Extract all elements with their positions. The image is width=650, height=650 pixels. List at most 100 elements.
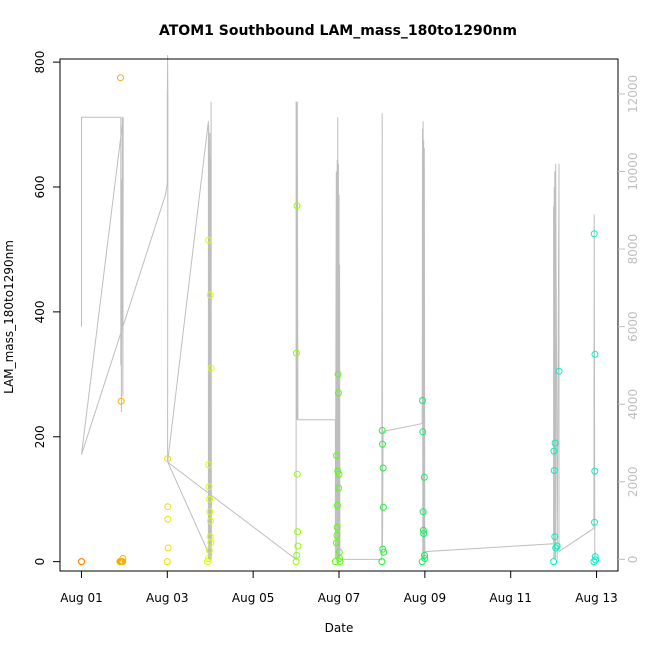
data-point: [294, 528, 302, 536]
data-point: [117, 74, 124, 82]
y-tick-label: 600: [33, 176, 47, 199]
data-point: [119, 555, 127, 562]
data-point: [591, 467, 599, 475]
data-point: [206, 291, 214, 299]
data-point: [204, 558, 211, 566]
data-point: [117, 397, 125, 405]
data-point: [550, 558, 558, 566]
data-point: [551, 439, 559, 447]
data-point: [419, 526, 427, 534]
y2-axis: 0 2000 4000 6000 8000 10000 12000: [618, 75, 640, 563]
data-point: [335, 484, 343, 492]
right-axis-trace-group: [81, 55, 596, 561]
y2-tick-label: 6000: [626, 311, 640, 342]
data-point: [78, 558, 85, 566]
data-point: [332, 539, 340, 547]
trace-line: [81, 55, 596, 561]
data-point: [293, 470, 301, 478]
data-point: [380, 548, 388, 556]
y-tick-label: 0: [33, 558, 47, 566]
data-point: [292, 349, 300, 357]
data-point: [333, 523, 341, 531]
data-point: [334, 467, 342, 475]
x-axis-label: Date: [325, 621, 354, 635]
data-point: [550, 447, 558, 455]
data-point: [591, 350, 599, 358]
data-point: [378, 427, 386, 434]
x-tick-label: Aug 13: [575, 591, 618, 605]
y-tick-label: 200: [33, 425, 47, 448]
data-point: [334, 389, 342, 397]
data-point: [379, 545, 387, 553]
data-point: [164, 503, 172, 511]
chart-title: ATOM1 Southbound LAM_mass_180to1290nm: [159, 23, 517, 39]
data-point: [421, 551, 428, 559]
data-point: [551, 533, 559, 541]
y2-tick-label: 10000: [626, 152, 640, 190]
data-point: [335, 470, 343, 478]
data-point: [293, 202, 301, 210]
y-axis: 0 200 400 600 800: [33, 51, 60, 566]
data-point: [379, 503, 387, 511]
data-point: [379, 440, 386, 448]
x-tick-label: Aug 03: [146, 591, 189, 605]
data-point: [591, 518, 598, 526]
data-point: [419, 397, 426, 404]
data-point: [294, 542, 302, 550]
data-point: [336, 555, 344, 562]
data-point: [592, 556, 600, 564]
data-point: [334, 501, 341, 509]
data-point: [591, 553, 599, 561]
data-point: [207, 539, 215, 547]
data-point: [590, 558, 598, 566]
x-tick-label: Aug 07: [318, 591, 361, 605]
data-point: [164, 544, 172, 552]
data-points-group: [78, 74, 600, 566]
data-point: [205, 546, 213, 554]
data-point: [204, 236, 212, 244]
data-point: [206, 508, 214, 516]
data-point: [204, 555, 212, 562]
y2-tick-label: 2000: [626, 467, 640, 498]
x-tick-label: Aug 11: [489, 591, 532, 605]
y2-tick-label: 4000: [626, 389, 640, 420]
x-axis: Aug 01 Aug 03 Aug 05 Aug 07 Aug 09 Aug 11 Aug …: [60, 570, 618, 605]
data-point: [555, 367, 563, 375]
x-tick-label: Aug 01: [60, 591, 103, 605]
x-tick-label: Aug 09: [404, 591, 447, 605]
data-point: [379, 464, 387, 472]
y2-tick-label: 12000: [626, 75, 640, 113]
data-point: [164, 455, 172, 463]
y-tick-label: 400: [33, 300, 47, 323]
data-point: [205, 461, 213, 469]
data-point: [206, 495, 214, 503]
data-point: [336, 558, 344, 566]
data-point: [421, 555, 429, 562]
y-axis-label: LAM_mass_180to1290nm: [2, 240, 16, 394]
data-point: [552, 544, 560, 552]
data-point: [293, 551, 301, 559]
data-point: [590, 230, 598, 238]
y2-tick-label: 8000: [626, 234, 640, 265]
data-point: [333, 531, 341, 539]
x-tick-label: Aug 05: [232, 591, 275, 605]
data-point: [207, 517, 214, 525]
data-point: [420, 473, 428, 481]
y-tick-label: 800: [33, 51, 47, 74]
data-point: [207, 364, 215, 372]
data-point: [334, 370, 342, 378]
data-point: [333, 452, 341, 459]
data-point: [420, 530, 428, 537]
data-point: [419, 508, 427, 516]
data-point: [163, 558, 171, 566]
data-point: [553, 542, 561, 550]
data-point: [119, 558, 127, 566]
data-point: [205, 483, 213, 491]
y2-tick-label: 0: [626, 556, 640, 564]
data-point: [164, 515, 172, 523]
data-point: [419, 428, 427, 436]
data-point: [378, 558, 386, 566]
data-point: [550, 467, 558, 474]
